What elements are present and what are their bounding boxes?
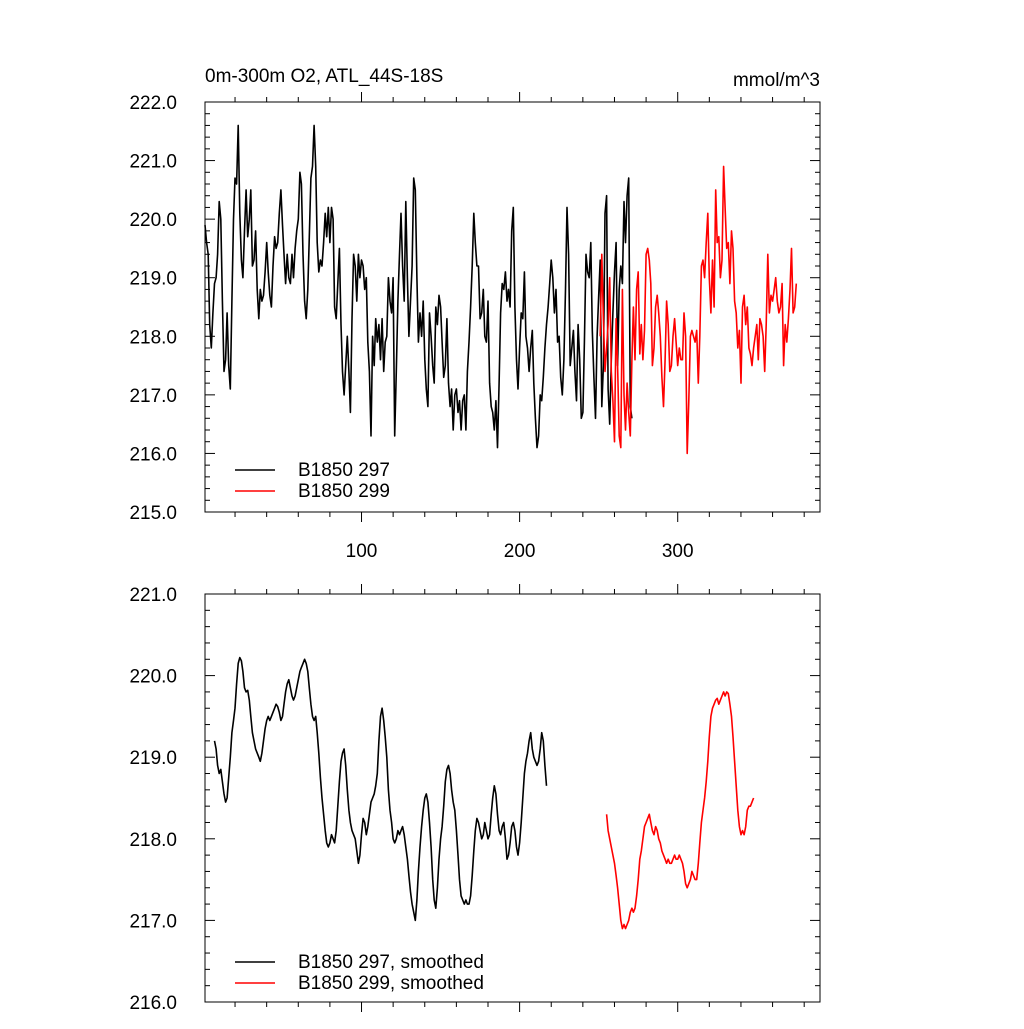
top-plot-frame bbox=[204, 101, 821, 513]
top-ytick-label: 217.0 bbox=[129, 386, 177, 407]
top-ytick-label: 221.0 bbox=[129, 152, 177, 173]
bottom-ytick-label: 216.0 bbox=[129, 993, 177, 1014]
panel-top: 0m-300m O2, ATL_44S-18S mmol/m^3 215.021… bbox=[129, 66, 821, 562]
panel-bottom: 216.0 217.0 218.0 219.0 220.0 221.0 B1850 297… bbox=[129, 584, 821, 1014]
top-ticks: 215.0 216.0 217.0 218.0 219.0 220.0 221.0 222.0… bbox=[129, 92, 820, 562]
bottom-legend: B1850 297, smoothed B1850 299, smoothed bbox=[235, 952, 484, 994]
bottom-legend-label-297: B1850 297, smoothed bbox=[298, 952, 484, 973]
top-legend-label-299: B1850 299 bbox=[298, 481, 390, 502]
bottom-ytick-label: 221.0 bbox=[129, 585, 177, 606]
top-xtick-label: 200 bbox=[504, 541, 536, 562]
top-legend: B1850 297 B1850 299 bbox=[235, 460, 390, 502]
top-xtick-label: 300 bbox=[662, 541, 694, 562]
top-legend-label-297: B1850 297 bbox=[298, 460, 390, 481]
bottom-legend-label-299: B1850 299, smoothed bbox=[298, 973, 484, 994]
bottom-ytick-label: 220.0 bbox=[129, 667, 177, 688]
top-series bbox=[204, 124, 798, 455]
top-title-right: mmol/m^3 bbox=[733, 70, 820, 91]
bottom-ytick-label: 219.0 bbox=[129, 748, 177, 769]
bottom-plot-frame bbox=[204, 593, 821, 1003]
bottom-ytick-label: 217.0 bbox=[129, 911, 177, 932]
top-series-line-299 bbox=[599, 165, 798, 455]
top-ytick-label: 215.0 bbox=[129, 503, 177, 524]
bottom-series-line-299 bbox=[605, 691, 755, 930]
top-ytick-label: 216.0 bbox=[129, 444, 177, 465]
top-ytick-label: 222.0 bbox=[129, 93, 177, 114]
top-ytick-label: 219.0 bbox=[129, 269, 177, 290]
top-ytick-label: 218.0 bbox=[129, 327, 177, 348]
bottom-ytick-label: 218.0 bbox=[129, 830, 177, 851]
top-xtick-label: 100 bbox=[346, 541, 378, 562]
bottom-series-line-297 bbox=[213, 656, 548, 922]
top-title-left: 0m-300m O2, ATL_44S-18S bbox=[205, 66, 443, 87]
bottom-ticks: 216.0 217.0 218.0 219.0 220.0 221.0 bbox=[129, 584, 820, 1014]
bottom-series bbox=[213, 656, 755, 930]
top-series-line-297 bbox=[204, 124, 633, 449]
top-ytick-label: 220.0 bbox=[129, 210, 177, 231]
